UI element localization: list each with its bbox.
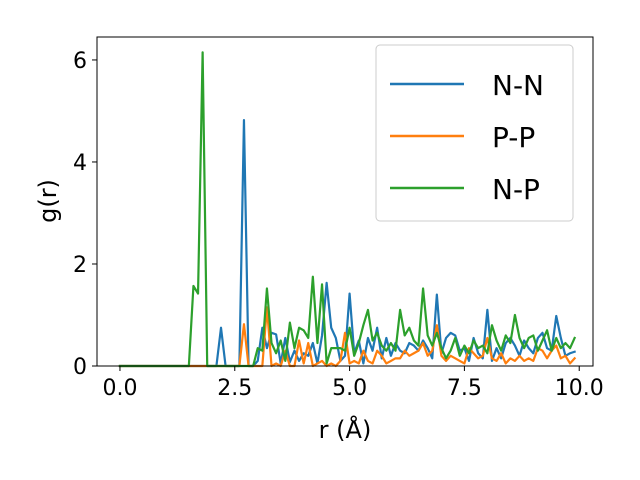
y-tick-label: 6 <box>73 49 87 74</box>
y-axis-label: g(r) <box>34 179 62 223</box>
legend-label-n-p: N-P <box>492 173 540 206</box>
plot-frame <box>96 36 594 367</box>
y-tick-label: 2 <box>73 253 87 278</box>
x-tick-label: 0.0 <box>102 376 137 401</box>
x-tick-label: 7.5 <box>447 376 482 401</box>
x-tick-label: 2.5 <box>217 376 252 401</box>
x-tick-label: 5.0 <box>332 376 367 401</box>
y-tick-label: 0 <box>73 355 87 380</box>
series-line-n-p <box>118 51 577 368</box>
y-tick-label: 4 <box>73 151 87 176</box>
axes-layer: 0.0 2.5 5.0 7.5 10.0 0 2 4 6 <box>73 49 604 401</box>
legend-label-p-p: P-P <box>492 121 535 154</box>
legend-frame <box>375 44 574 222</box>
legend: N-N P-P N-P <box>375 44 574 222</box>
x-tick-label: 10.0 <box>555 376 604 401</box>
legend-entries: N-N P-P N-P <box>390 69 544 206</box>
x-axis-label: r (Å) <box>319 415 372 444</box>
legend-label-n-n: N-N <box>492 69 544 102</box>
